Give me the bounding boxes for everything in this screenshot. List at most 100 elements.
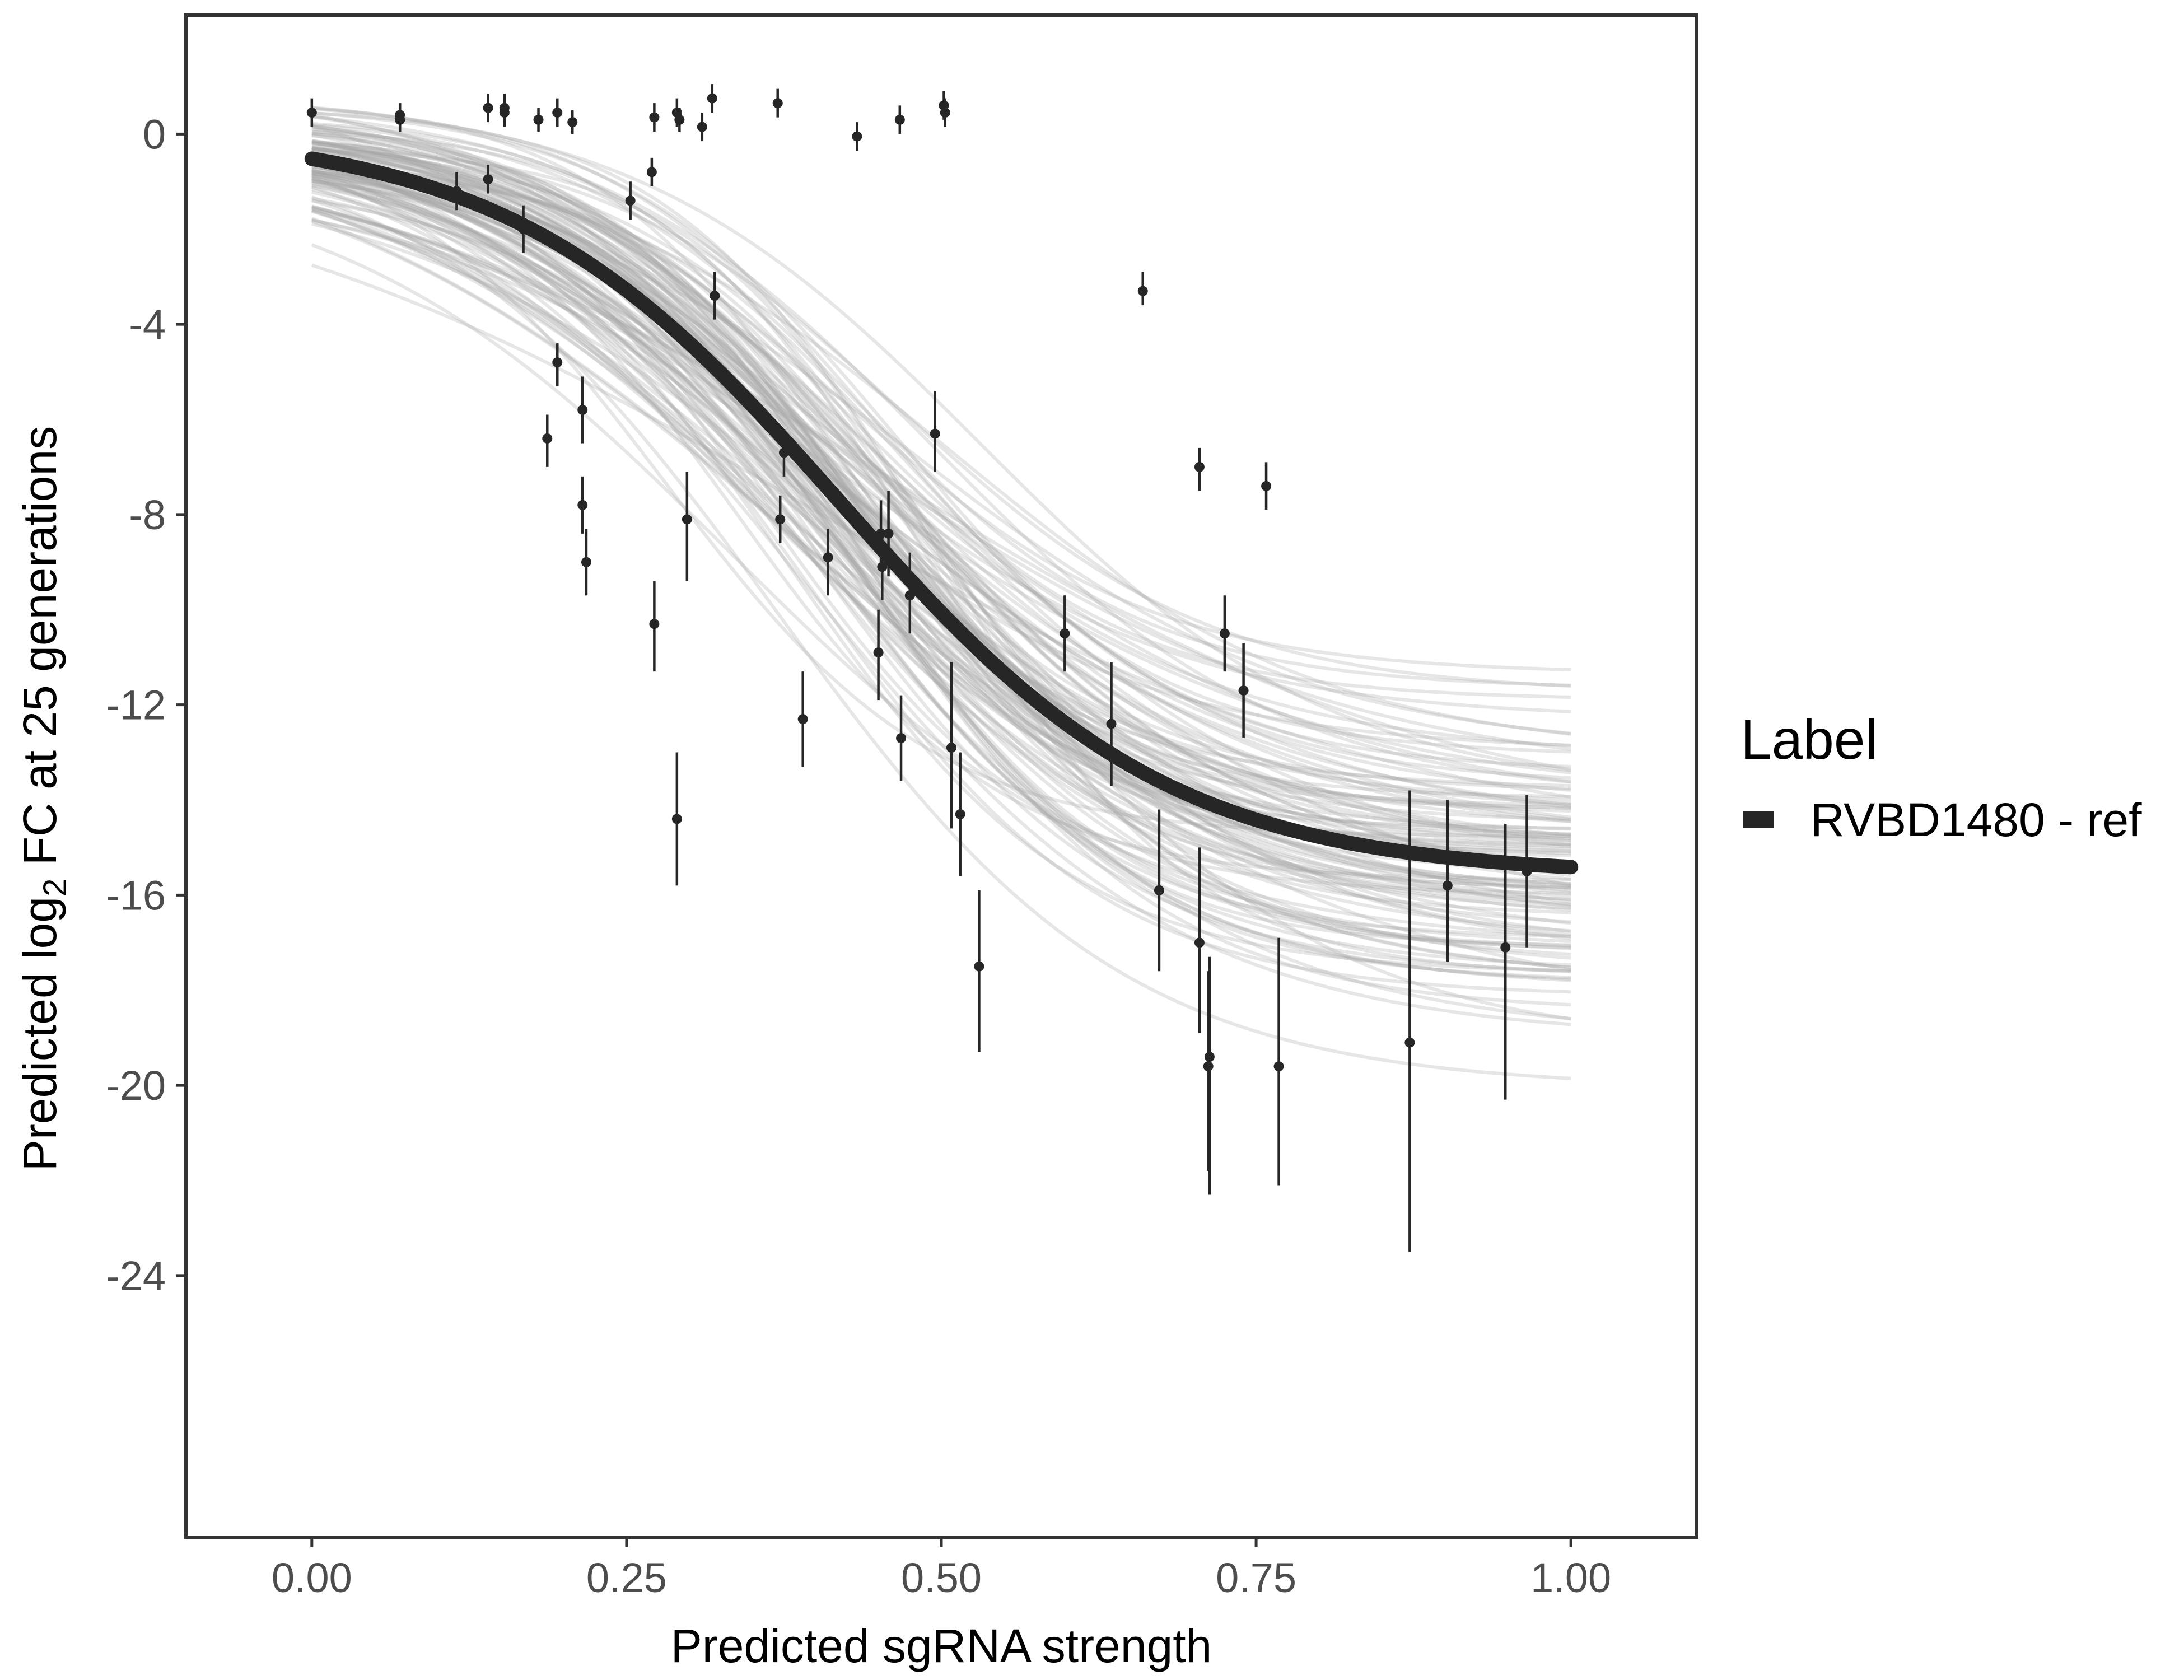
- x-axis: 0.00 0.25 0.50 0.75 1.00: [272, 1537, 1611, 1601]
- observation-16: [581, 529, 591, 596]
- posterior-draw-41: [311, 209, 1571, 925]
- y-tick-label: 0: [143, 111, 166, 157]
- observation-49: [1137, 272, 1148, 306]
- posterior-draw-58: [311, 174, 1571, 894]
- data-point: [896, 733, 907, 744]
- posterior-draw-29: [311, 206, 1571, 775]
- posterior-draw-31: [311, 124, 1571, 870]
- posterior-draw-94: [311, 263, 1571, 799]
- observation-24: [682, 472, 692, 581]
- x-tick-label: 1.00: [1530, 1555, 1611, 1601]
- data-point: [674, 114, 685, 125]
- data-point: [873, 647, 884, 658]
- observation-47: [1060, 595, 1070, 672]
- observation-29: [775, 495, 786, 543]
- observation-17: [625, 181, 636, 220]
- posterior-draw-9: [311, 195, 1571, 1080]
- observation-23: [674, 108, 685, 132]
- observation-51: [1194, 447, 1205, 491]
- posterior-draw-23: [311, 179, 1571, 939]
- posterior-draw-3: [311, 184, 1571, 851]
- posterior-draw-56: [311, 115, 1571, 784]
- data-point: [483, 174, 493, 185]
- data-point: [499, 108, 510, 118]
- observation-56: [1238, 643, 1249, 739]
- posterior-draw-33: [311, 176, 1571, 973]
- observation-22: [671, 752, 682, 886]
- posterior-draw-102: [311, 218, 1571, 751]
- observation-33: [852, 122, 862, 151]
- observation-41: [930, 391, 940, 472]
- posterior-draw-77: [311, 188, 1571, 807]
- posterior-draw-59: [311, 139, 1571, 866]
- posterior-draw-27: [311, 130, 1571, 950]
- posterior-draw-90: [311, 206, 1571, 823]
- data-point: [710, 291, 720, 301]
- observation-55: [1219, 595, 1230, 672]
- posterior-draw-21: [311, 170, 1571, 885]
- posterior-draw-34: [311, 114, 1571, 848]
- posterior-draw-104: [311, 170, 1571, 845]
- posterior-draw-96: [311, 144, 1571, 914]
- observation-26: [707, 84, 717, 113]
- observation-60: [1442, 800, 1453, 962]
- x-axis-title: Predicted sgRNA strength: [671, 1620, 1212, 1672]
- data-point: [1500, 942, 1511, 953]
- data-point: [625, 195, 636, 206]
- observation-46: [974, 890, 984, 1052]
- posterior-draw-15: [311, 162, 1571, 747]
- data-point: [1194, 937, 1205, 948]
- observation-14: [577, 376, 588, 444]
- data-point: [533, 114, 544, 125]
- observation-25: [697, 113, 707, 142]
- posterior-draw-63: [311, 106, 1571, 754]
- posterior-draw-37: [311, 157, 1571, 969]
- observation-5: [483, 165, 493, 194]
- posterior-draw-53: [311, 197, 1571, 994]
- posterior-draw-80: [311, 218, 1571, 819]
- posterior-draw-68: [311, 147, 1571, 780]
- observation-32: [823, 529, 833, 596]
- data-point: [852, 131, 862, 142]
- data-point: [552, 108, 563, 118]
- observation-50: [1154, 809, 1164, 972]
- observation-44: [946, 662, 956, 829]
- posterior-draw-20: [311, 133, 1571, 748]
- data-point: [1261, 480, 1272, 491]
- posterior-draw-26: [311, 174, 1571, 881]
- data-point: [552, 357, 563, 368]
- posterior-draw-10: [311, 217, 1571, 972]
- posterior-draw-35: [311, 183, 1571, 904]
- data-point: [894, 114, 905, 125]
- observation-57: [1261, 462, 1272, 510]
- y-axis-title: Predicted log2 FC at 25 generations: [13, 426, 73, 1171]
- posterior-draw-39: [311, 159, 1571, 736]
- data-point: [646, 167, 657, 178]
- data-point: [1442, 880, 1453, 891]
- observation-11: [552, 343, 563, 386]
- posterior-draw-61: [311, 208, 1571, 788]
- observation-20: [649, 581, 660, 672]
- data-point: [1273, 1061, 1284, 1072]
- posterior-draw-75: [311, 168, 1571, 898]
- observation-13: [567, 110, 578, 134]
- observation-48: [1106, 662, 1117, 786]
- posterior-draw-118: [311, 148, 1571, 974]
- posterior-draw-66: [311, 148, 1571, 1007]
- posterior-draw-49: [311, 162, 1571, 699]
- y-tick-label: -8: [129, 492, 166, 538]
- data-point: [974, 961, 984, 972]
- posterior-draw-16: [311, 165, 1571, 805]
- data-point: [581, 557, 591, 567]
- posterior-draw-18: [311, 199, 1571, 871]
- y-axis-title-prefix: Predicted log: [13, 897, 66, 1171]
- posterior-draw-71: [311, 180, 1571, 956]
- observation-4: [483, 94, 493, 123]
- data-point: [542, 433, 553, 444]
- data-point: [940, 108, 950, 118]
- data-point: [697, 122, 707, 132]
- legend: Label RVBD1480 - ref: [1740, 708, 2142, 846]
- data-point: [707, 93, 717, 104]
- posterior-draw-95: [311, 151, 1571, 831]
- observation-58: [1273, 937, 1284, 1186]
